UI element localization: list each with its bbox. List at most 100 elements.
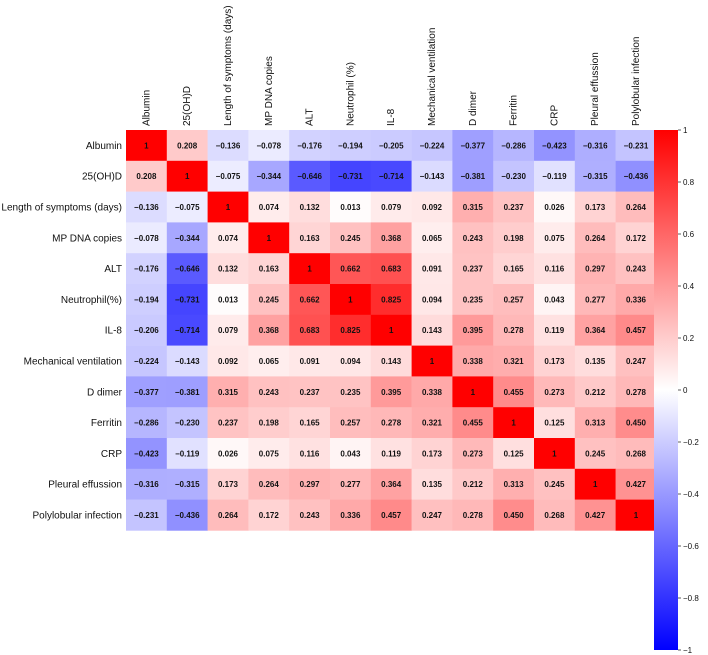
- cell-value-label: −0.646: [297, 172, 322, 181]
- heatmap-cell: [166, 160, 208, 192]
- heatmap-cell: [452, 376, 494, 408]
- heatmap-cell: [248, 222, 290, 254]
- cell-value-label: 0.079: [218, 326, 239, 335]
- cell-value-label: −0.075: [175, 203, 200, 212]
- heatmap-cell: [289, 407, 331, 439]
- cell-value-label: −0.206: [134, 326, 159, 335]
- heatmap-cell: [289, 284, 331, 316]
- heatmap-cell: [615, 191, 657, 223]
- cell-value-label: 0.245: [340, 234, 361, 243]
- cell-value-label: −0.075: [216, 172, 241, 181]
- color-scale-legend: 1 0.8 0.6 0.4 0.2 0 −0.2 −0.4 −0.6 −0.8 −1: [654, 126, 699, 655]
- cell-value-label: −0.315: [583, 172, 608, 181]
- cell-value-label: 1: [185, 172, 190, 181]
- heatmap-cell: [248, 468, 290, 500]
- heatmap-cell: [615, 314, 657, 346]
- cell-value-label: 0.338: [463, 357, 484, 366]
- heatmap-cell: [166, 284, 208, 316]
- column-label: Albumin: [141, 90, 152, 126]
- heatmap-cell: [207, 160, 249, 192]
- heatmap-cell: [330, 438, 372, 470]
- cell-value-label: 0.245: [259, 295, 280, 304]
- heatmap-cell: [330, 407, 372, 439]
- cell-value-label: 0.075: [544, 234, 565, 243]
- heatmap-cell: [166, 130, 208, 162]
- cell-value-label: 0.662: [300, 295, 321, 304]
- cell-value-label: −0.231: [134, 511, 159, 520]
- heatmap-cell: [330, 222, 372, 254]
- cell-value-label: 0.026: [544, 203, 565, 212]
- heatmap-cell: [289, 191, 331, 223]
- heatmap-cell: [411, 407, 453, 439]
- cell-value-label: 0.450: [626, 419, 647, 428]
- heatmap-cell: [493, 222, 535, 254]
- heatmap-cell: [370, 468, 412, 500]
- cell-value-label: 0.208: [136, 172, 157, 181]
- cell-value-label: −0.136: [216, 141, 241, 150]
- heatmap-cell: [574, 376, 616, 408]
- cell-value-label: 0.173: [585, 203, 606, 212]
- cell-value-label: 0.173: [422, 449, 443, 458]
- heatmap-cell: [534, 222, 576, 254]
- heatmap-cell: [370, 345, 412, 377]
- cell-value-label: 0.455: [463, 419, 484, 428]
- cell-value-label: −0.224: [134, 357, 159, 366]
- heatmap-cell: [534, 376, 576, 408]
- heatmap-cell: [534, 130, 576, 162]
- cell-value-label: −0.119: [175, 449, 200, 458]
- cell-value-label: 0.364: [585, 326, 606, 335]
- color-scale-tick-label: 0.4: [683, 282, 695, 291]
- heatmap-cell: [126, 468, 168, 500]
- cell-value-label: 0.338: [422, 388, 443, 397]
- row-label: ALT: [104, 264, 122, 275]
- cell-value-label: 0.092: [422, 203, 443, 212]
- cell-value-label: 1: [144, 141, 149, 150]
- heatmap-cell: [574, 438, 616, 470]
- heatmap-cell: [493, 376, 535, 408]
- heatmap-cell: [615, 130, 657, 162]
- heatmap-cell: [166, 253, 208, 285]
- heatmap-cell: [166, 407, 208, 439]
- heatmap-cell: [452, 345, 494, 377]
- heatmap-cell: [534, 468, 576, 500]
- cell-value-label: 0.116: [300, 449, 320, 458]
- heatmap-cell: [330, 468, 372, 500]
- heatmap-cell: [615, 222, 657, 254]
- heatmap-cell: [574, 345, 616, 377]
- cell-value-label: 0.119: [545, 326, 565, 335]
- color-scale-tick-label: −0.8: [683, 594, 699, 603]
- cell-value-label: 0.243: [259, 388, 280, 397]
- cell-value-label: 1: [511, 419, 516, 428]
- heatmap-cell: [248, 345, 290, 377]
- heatmap-cell: [574, 314, 616, 346]
- heatmap-cell: [493, 191, 535, 223]
- cell-value-label: 0.173: [544, 357, 565, 366]
- heatmap-cell: [534, 345, 576, 377]
- heatmap-cell: [207, 253, 249, 285]
- heatmap-cell: [534, 407, 576, 439]
- cell-value-label: 0.091: [300, 357, 321, 366]
- column-label: Ferritin: [509, 95, 520, 126]
- heatmap-cell: [493, 314, 535, 346]
- color-scale-tick-label: 0.6: [683, 230, 695, 239]
- cell-value-label: 0.264: [626, 203, 647, 212]
- cell-value-label: 0.278: [626, 388, 647, 397]
- cell-value-label: −0.286: [501, 141, 526, 150]
- heatmap-cell: [126, 314, 168, 346]
- cell-value-label: 0.368: [381, 234, 402, 243]
- cell-value-label: 0.119: [381, 449, 401, 458]
- heatmap-cell: [289, 253, 331, 285]
- color-scale-bar: [654, 130, 678, 650]
- heatmap-cell: [452, 468, 494, 500]
- heatmap-cell: [126, 130, 168, 162]
- cell-value-label: −0.316: [134, 480, 159, 489]
- cell-value-label: 0.043: [340, 449, 361, 458]
- column-labels: Albumin 25(OH)D Length of symptoms (days) M…: [141, 5, 642, 126]
- cell-value-label: −0.316: [583, 141, 608, 150]
- cell-value-label: −0.714: [175, 326, 200, 335]
- column-label: Pleural effussion: [590, 52, 601, 126]
- heatmap-cell: [452, 253, 494, 285]
- cell-value-label: 0.132: [300, 203, 321, 212]
- heatmap-cell: [534, 284, 576, 316]
- cell-value-label: −0.423: [134, 449, 159, 458]
